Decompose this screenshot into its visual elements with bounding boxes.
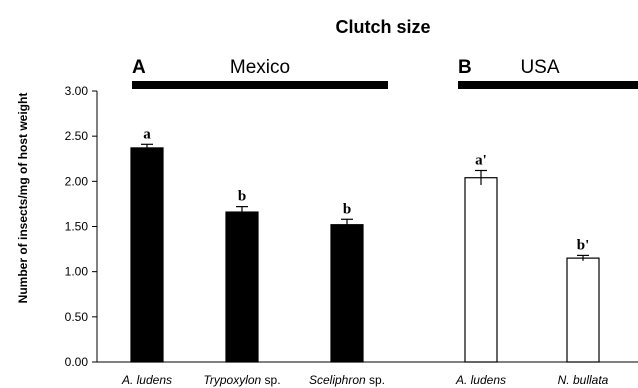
significance-label: b: [238, 189, 246, 205]
bar: [464, 177, 498, 363]
category-name: Trypoxylon: [203, 373, 261, 387]
bar: [330, 224, 364, 363]
chart-title: Clutch size: [335, 17, 430, 37]
category-name: A. ludens: [455, 373, 506, 387]
x-tick-labels: A. ludens Trypoxylon sp. Sceliphron sp. A. …: [121, 373, 609, 387]
significance-label: b': [577, 237, 590, 253]
category-name: N. bullata: [558, 373, 609, 387]
bar: [130, 147, 164, 363]
y-tick-label: 0.50: [65, 310, 89, 324]
bars: a b b a' b': [130, 126, 600, 363]
panel-bar-b: [458, 81, 638, 89]
x-tick-label: A. ludens: [455, 373, 506, 387]
significance-label: a': [475, 152, 487, 168]
x-tick-label: N. bullata: [558, 373, 609, 387]
panel-name: Mexico: [230, 57, 290, 78]
category-name: A. ludens: [121, 373, 172, 387]
category-suffix: sp.: [261, 373, 280, 387]
x-tick-label: A. ludens: [121, 373, 172, 387]
y-tick-label: 2.00: [65, 174, 89, 188]
panel-letter: A: [132, 57, 146, 78]
y-tick-label: 3.00: [65, 84, 89, 98]
x-tick-label: Sceliphron sp.: [309, 373, 385, 387]
significance-label: b: [343, 201, 351, 217]
bar: [566, 257, 600, 363]
y-tick-label: 0.00: [65, 355, 89, 369]
panel-bar-a: [132, 81, 388, 89]
bar: [225, 211, 259, 363]
category-name: Sceliphron: [309, 373, 366, 387]
y-tick-label: 1.50: [65, 220, 89, 234]
y-tick-label: 2.50: [65, 129, 89, 143]
y-axis-label: Number of insects/mg of host weight: [16, 93, 30, 304]
x-tick-label: Trypoxylon sp.: [203, 373, 280, 387]
panel-headers: A Mexico B USA: [132, 57, 638, 89]
significance-label: a: [143, 126, 151, 142]
axes: 0.00 0.50 1.00 1.50 2.00 2.50 3.00: [65, 84, 638, 369]
panel-letter: B: [458, 57, 472, 78]
panel-name: USA: [520, 57, 559, 78]
category-suffix: sp.: [366, 373, 385, 387]
y-tick-label: 1.00: [65, 265, 89, 279]
